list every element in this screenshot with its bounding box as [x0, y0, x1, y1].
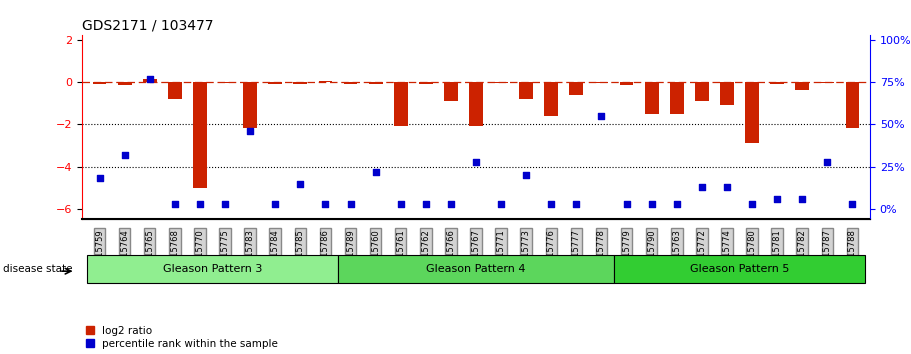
Bar	[519, 82, 533, 99]
Point	[469, 159, 484, 164]
Text: Gleason Pattern 3: Gleason Pattern 3	[163, 264, 262, 274]
Bar	[369, 82, 383, 84]
Bar	[720, 82, 734, 105]
Bar	[545, 82, 558, 116]
Bar	[494, 82, 508, 83]
Point	[343, 201, 358, 207]
Point	[368, 169, 383, 175]
Bar	[745, 82, 759, 143]
Bar	[168, 82, 182, 99]
Point	[92, 176, 107, 181]
Point	[820, 159, 834, 164]
Text: Gleason Pattern 4: Gleason Pattern 4	[426, 264, 526, 274]
Bar	[569, 82, 583, 95]
Point	[720, 184, 734, 190]
Point	[118, 152, 132, 158]
Text: disease state: disease state	[3, 264, 72, 274]
Point	[218, 201, 232, 207]
Bar	[319, 81, 333, 82]
Bar	[670, 82, 683, 114]
Point	[418, 201, 433, 207]
Point	[192, 201, 207, 207]
Point	[569, 201, 584, 207]
Point	[318, 201, 333, 207]
FancyBboxPatch shape	[338, 255, 614, 283]
Point	[644, 201, 659, 207]
Bar	[193, 82, 207, 188]
Bar	[821, 82, 834, 83]
Bar	[619, 82, 633, 85]
Bar	[93, 82, 107, 84]
Bar	[394, 82, 407, 126]
Point	[745, 201, 760, 207]
Point	[770, 196, 784, 201]
Text: Gleason Pattern 5: Gleason Pattern 5	[690, 264, 789, 274]
Bar	[118, 82, 131, 85]
Bar	[595, 82, 609, 83]
Point	[544, 201, 558, 207]
Point	[293, 181, 308, 186]
Point	[243, 128, 258, 134]
Point	[168, 201, 182, 207]
Legend: log2 ratio, percentile rank within the sample: log2 ratio, percentile rank within the s…	[87, 326, 278, 349]
Bar	[845, 82, 859, 129]
Point	[795, 196, 810, 201]
Bar	[218, 82, 232, 83]
Bar	[243, 82, 257, 129]
FancyBboxPatch shape	[614, 255, 865, 283]
Point	[845, 201, 860, 207]
Point	[268, 201, 282, 207]
Bar	[419, 82, 433, 84]
Bar	[795, 82, 809, 90]
Point	[594, 113, 609, 119]
Bar	[143, 79, 157, 82]
Point	[394, 201, 408, 207]
Point	[494, 201, 508, 207]
Bar	[269, 82, 282, 84]
FancyBboxPatch shape	[87, 255, 338, 283]
Bar	[343, 82, 357, 84]
Point	[694, 184, 709, 190]
Bar	[293, 82, 307, 85]
Point	[519, 172, 534, 178]
Point	[619, 201, 634, 207]
Point	[142, 76, 157, 81]
Point	[670, 201, 684, 207]
Bar	[444, 82, 458, 101]
Bar	[695, 82, 709, 101]
Text: GDS2171 / 103477: GDS2171 / 103477	[82, 19, 213, 33]
Bar	[770, 82, 784, 84]
Bar	[645, 82, 659, 114]
Bar	[469, 82, 483, 126]
Point	[444, 201, 458, 207]
